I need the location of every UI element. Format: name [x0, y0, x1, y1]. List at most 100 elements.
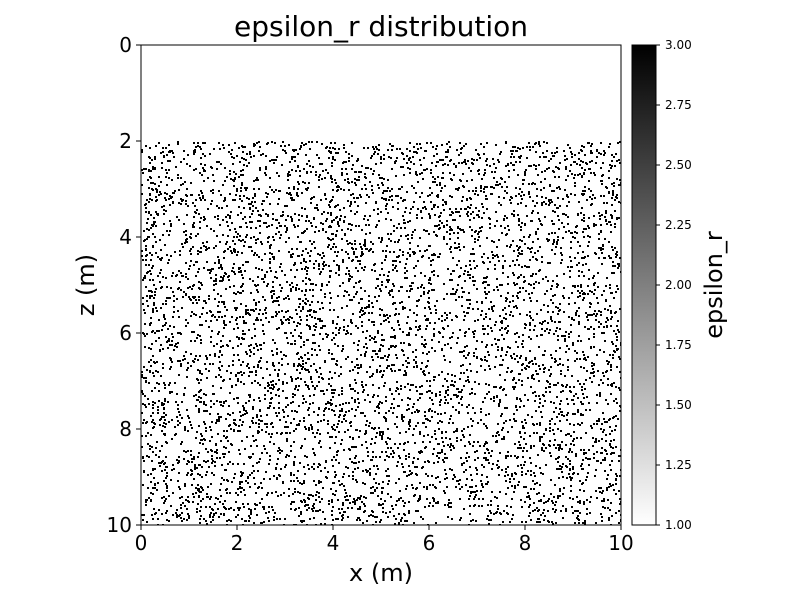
inclusion-dot — [300, 310, 302, 312]
inclusion-dot — [347, 228, 349, 230]
inclusion-dot — [561, 254, 563, 256]
inclusion-dot — [478, 498, 480, 500]
inclusion-dot — [523, 194, 525, 196]
inclusion-dot — [373, 209, 375, 211]
inclusion-dot — [530, 165, 532, 167]
inclusion-dot — [248, 162, 250, 164]
inclusion-dot — [604, 457, 606, 459]
inclusion-dot — [500, 415, 502, 417]
inclusion-dot — [614, 226, 616, 228]
inclusion-dot — [304, 294, 306, 296]
inclusion-dot — [398, 313, 400, 315]
inclusion-dot — [552, 170, 554, 172]
inclusion-dot — [290, 450, 292, 452]
inclusion-dot — [412, 406, 414, 408]
inclusion-dot — [421, 336, 423, 338]
inclusion-dot — [583, 383, 585, 385]
inclusion-dot — [398, 223, 400, 225]
inclusion-dot — [452, 332, 454, 334]
inclusion-dot — [318, 179, 320, 181]
inclusion-dot — [179, 488, 181, 490]
inclusion-dot — [146, 521, 148, 523]
inclusion-dot — [403, 342, 405, 344]
inclusion-dot — [162, 325, 164, 327]
inclusion-dot — [312, 334, 314, 336]
inclusion-dot — [243, 463, 245, 465]
inclusion-dot — [380, 211, 382, 213]
inclusion-dot — [390, 219, 392, 221]
inclusion-dot — [477, 457, 479, 459]
inclusion-dot — [398, 513, 400, 515]
inclusion-dot — [192, 224, 194, 226]
inclusion-dot — [172, 316, 174, 318]
inclusion-dot — [495, 167, 497, 169]
inclusion-dot — [592, 194, 594, 196]
inclusion-dot — [263, 342, 265, 344]
inclusion-dot — [424, 447, 426, 449]
inclusion-dot — [176, 298, 178, 300]
inclusion-dot — [199, 390, 201, 392]
inclusion-dot — [594, 174, 596, 176]
inclusion-dot — [251, 250, 253, 252]
inclusion-dot — [339, 327, 341, 329]
inclusion-dot — [597, 302, 599, 304]
inclusion-dot — [241, 200, 243, 202]
inclusion-dot — [182, 502, 184, 504]
inclusion-dot — [498, 161, 500, 163]
inclusion-dot — [371, 155, 373, 157]
inclusion-dot — [357, 467, 359, 469]
inclusion-dot — [174, 345, 176, 347]
inclusion-dot — [154, 387, 156, 389]
inclusion-dot — [359, 243, 361, 245]
inclusion-dot — [617, 288, 619, 290]
inclusion-dot — [188, 515, 190, 517]
inclusion-dot — [264, 398, 266, 400]
inclusion-dot — [184, 358, 186, 360]
inclusion-dot — [394, 423, 396, 425]
inclusion-dot — [618, 387, 620, 389]
inclusion-dot — [415, 334, 417, 336]
inclusion-dot — [343, 329, 345, 331]
inclusion-dot — [419, 325, 421, 327]
inclusion-dot — [469, 207, 471, 209]
inclusion-dot — [461, 287, 463, 289]
inclusion-dot — [315, 171, 317, 173]
inclusion-dot — [366, 347, 368, 349]
inclusion-dot — [497, 159, 499, 161]
inclusion-dot — [405, 488, 407, 490]
inclusion-dot — [251, 371, 253, 373]
inclusion-dot — [559, 358, 561, 360]
inclusion-dot — [370, 487, 372, 489]
inclusion-dot — [443, 238, 445, 240]
inclusion-dot — [539, 436, 541, 438]
inclusion-dot — [352, 164, 354, 166]
inclusion-dot — [206, 471, 208, 473]
inclusion-dot — [396, 426, 398, 428]
inclusion-dot — [305, 154, 307, 156]
inclusion-dot — [334, 179, 336, 181]
inclusion-dot — [434, 430, 436, 432]
inclusion-dot — [612, 354, 614, 356]
inclusion-dot — [598, 257, 600, 259]
inclusion-dot — [469, 513, 471, 515]
chart-title: epsilon_r distribution — [234, 10, 528, 43]
inclusion-dot — [401, 517, 403, 519]
inclusion-dot — [410, 161, 412, 163]
inclusion-dot — [441, 449, 443, 451]
inclusion-dot — [243, 320, 245, 322]
inclusion-dot — [552, 502, 554, 504]
inclusion-dot — [300, 378, 302, 380]
inclusion-dot — [158, 330, 160, 332]
inclusion-dot — [409, 172, 411, 174]
inclusion-dot — [187, 287, 189, 289]
inclusion-dot — [382, 507, 384, 509]
inclusion-dot — [249, 396, 251, 398]
inclusion-dot — [334, 389, 336, 391]
inclusion-dot — [504, 215, 506, 217]
inclusion-dot — [557, 497, 559, 499]
inclusion-dot — [208, 295, 210, 297]
inclusion-dot — [406, 520, 408, 522]
inclusion-dot — [142, 297, 144, 299]
inclusion-dot — [149, 445, 151, 447]
